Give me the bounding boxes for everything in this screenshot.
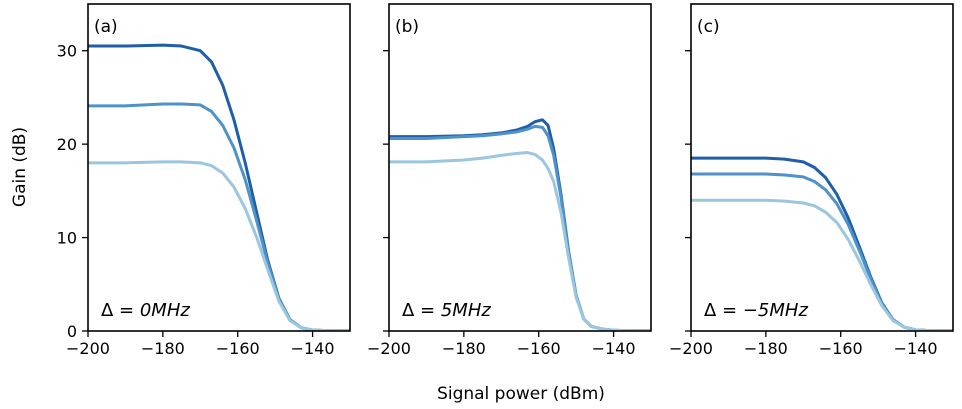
x-tick-label: −160 xyxy=(216,339,260,358)
delta-symbol: Δ = xyxy=(704,300,743,321)
panel-tag: (b) xyxy=(395,17,419,37)
axes-frame xyxy=(87,3,351,332)
x-tick-label: −200 xyxy=(66,339,110,358)
panel-tag: (c) xyxy=(697,17,720,37)
panel-b: −200 −180 −160 −140 (b) Δ = 5MHz xyxy=(367,3,652,358)
y-axis-label: Gain (dB) xyxy=(10,127,30,207)
x-tick-label: −140 xyxy=(291,339,335,358)
series-line-3 xyxy=(88,160,350,331)
x-tick-label: −160 xyxy=(517,339,561,358)
axes-frame xyxy=(388,3,652,332)
x-tick-label: −140 xyxy=(894,339,938,358)
delta-value: −5MHz xyxy=(743,300,809,321)
delta-annotation: Δ = 5MHz xyxy=(402,300,491,321)
delta-value: 0MHz xyxy=(140,300,191,321)
series-line-3 xyxy=(389,151,651,331)
delta-symbol: Δ = xyxy=(402,300,441,321)
y-tick-label: 20 xyxy=(57,135,77,154)
delta-annotation: Δ = 0MHz xyxy=(101,300,190,321)
y-tick-label: 30 xyxy=(57,42,77,61)
delta-annotation: Δ = −5MHz xyxy=(704,300,808,321)
delta-value: 5MHz xyxy=(441,300,492,321)
series-line-2 xyxy=(88,102,350,331)
x-tick-label: −200 xyxy=(367,339,411,358)
series-line-1 xyxy=(88,43,350,331)
x-tick-label: −200 xyxy=(669,339,713,358)
x-axis-label: Signal power (dBm) xyxy=(437,384,605,404)
x-tick-label: −160 xyxy=(819,339,863,358)
panel-c: −200 −180 −160 −140 (c) Δ = −5MHz xyxy=(669,3,954,358)
y-tick-label: 0 xyxy=(67,322,77,341)
series-line-3 xyxy=(691,198,953,331)
panel-a: −200 −180 −160 −140 0 10 20 30 (a) Δ = 0MHz xyxy=(57,3,351,358)
x-tick-label: −140 xyxy=(592,339,636,358)
panel-tag: (a) xyxy=(94,17,118,37)
y-tick-label: 10 xyxy=(57,229,77,248)
axes-frame xyxy=(690,3,954,332)
x-tick-label: −180 xyxy=(442,339,486,358)
x-tick-label: −180 xyxy=(141,339,185,358)
delta-symbol: Δ = xyxy=(101,300,140,321)
x-tick-label: −180 xyxy=(744,339,788,358)
